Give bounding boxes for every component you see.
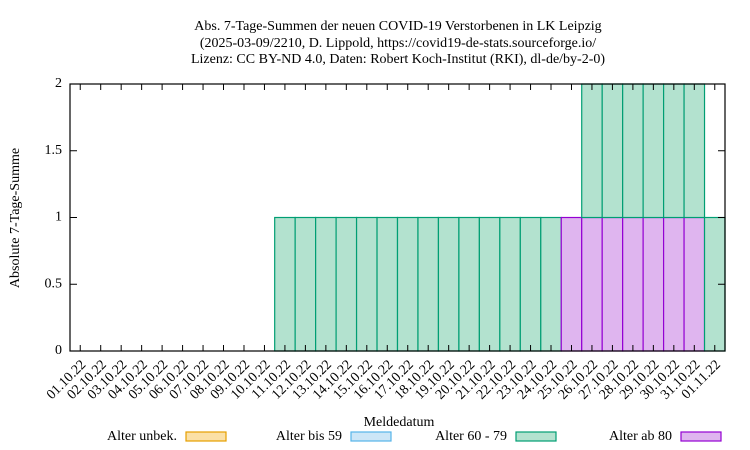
- bar-segment: [683, 83, 706, 219]
- y-tick-label: 1.5: [45, 143, 63, 158]
- bar-segment: [581, 83, 603, 219]
- bar-segment: [622, 216, 644, 352]
- legend-label: Alter bis 59: [276, 429, 342, 444]
- bar-segment: [437, 216, 460, 352]
- bar-segment: [294, 216, 317, 352]
- y-tick-label: 0: [55, 343, 62, 358]
- bar-segment: [622, 83, 644, 219]
- bar-segment: [560, 216, 583, 352]
- bar-segment: [601, 83, 624, 219]
- bar-segment: [376, 216, 399, 352]
- y-tick-label: 0.5: [45, 276, 63, 291]
- legend-swatch: [680, 431, 722, 442]
- bar-segment: [274, 216, 296, 352]
- bar-segment: [458, 216, 480, 352]
- bar-segment: [662, 83, 685, 219]
- legend-label: Alter ab 80: [609, 429, 672, 444]
- chart-title: Abs. 7-Tage-Summen der neuen COVID-19 Ve…: [194, 19, 601, 34]
- bar-segment: [642, 216, 665, 352]
- y-axis-label: Absolute 7-Tage-Summe: [8, 148, 23, 288]
- bar-segment: [601, 216, 624, 352]
- x-axis-label: Meldedatum: [364, 415, 435, 430]
- bar-segment: [642, 83, 665, 219]
- bar-segment: [315, 216, 337, 352]
- legend-swatch: [185, 431, 227, 442]
- y-tick-label: 2: [55, 76, 62, 91]
- chart-title: (2025-03-09/2210, D. Lippold, https://co…: [200, 36, 596, 51]
- chart-title: Lizenz: CC BY-ND 4.0, Daten: Robert Koch…: [191, 52, 605, 67]
- legend-label: Alter unbek.: [107, 429, 177, 444]
- bar-segment: [335, 216, 358, 352]
- legend-swatch: [350, 431, 392, 442]
- bar-segment: [499, 216, 521, 352]
- y-tick-label: 1: [55, 210, 62, 225]
- bar-segment: [581, 216, 603, 352]
- bar-segment: [417, 216, 440, 352]
- bar-segment: [662, 216, 685, 352]
- bar-segment: [519, 216, 542, 352]
- bar-segment: [355, 216, 378, 352]
- bar-segment: [683, 216, 706, 352]
- bar-segment: [478, 216, 501, 352]
- bar-segment: [396, 216, 419, 352]
- legend-swatch: [515, 431, 557, 442]
- bar-segment: [540, 216, 562, 352]
- legend-label: Alter 60 - 79: [435, 429, 507, 444]
